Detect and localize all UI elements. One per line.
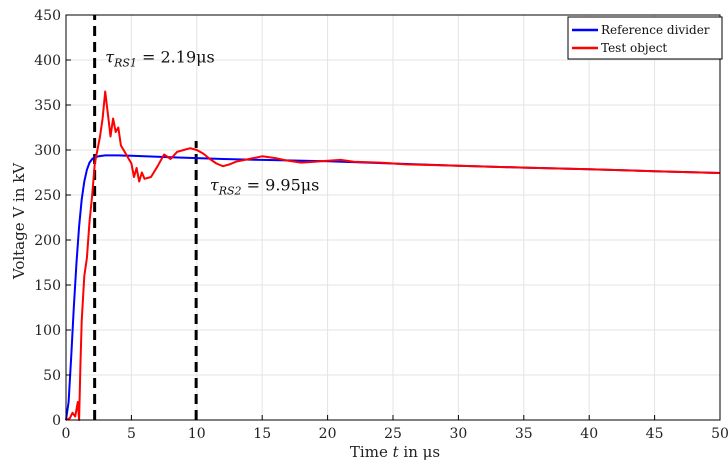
x-axis-title-variable: t [393, 443, 400, 461]
legend-label-reference-divider: Reference divider [601, 23, 710, 37]
y-tick-label: 50 [43, 368, 61, 384]
x-tick-label: 35 [515, 426, 533, 442]
x-tick-label: 25 [384, 426, 402, 442]
y-tick-label: 150 [34, 278, 61, 294]
y-tick-label: 400 [34, 53, 61, 69]
series-line-test-object [65, 90, 721, 421]
y-tick-label: 250 [34, 188, 61, 204]
x-tick-label: 0 [62, 426, 71, 442]
x-tick-label: 30 [449, 426, 467, 442]
x-axis-title-prefix: Time [350, 443, 393, 461]
x-tick-label: 40 [580, 426, 598, 442]
x-axis-title-suffix: in μs [399, 443, 440, 461]
y-tick-label: 450 [34, 8, 61, 24]
y-axis-ticks: 0 50 100 150 200 250 300 350 400 450 [34, 8, 71, 429]
x-tick-label: 15 [253, 426, 271, 442]
x-tick-label: 45 [646, 426, 664, 442]
marker-label-1: τRS1 = 2.19μs [105, 48, 214, 70]
y-tick-label: 0 [52, 413, 61, 429]
y-tick-label: 100 [34, 323, 61, 339]
y-tick-label: 200 [34, 233, 61, 249]
legend-label-test-object: Test object [601, 41, 667, 55]
marker-label-2: τRS2 = 9.95μs [210, 176, 320, 198]
x-tick-label: 50 [711, 426, 728, 442]
data-series [65, 90, 721, 421]
legend-box [567, 16, 723, 60]
x-tick-label: 20 [319, 426, 337, 442]
x-tick-label: 10 [188, 426, 206, 442]
x-axis-ticks: 0 5 10 15 20 25 30 35 40 45 50 [62, 415, 728, 442]
annotations: τRS1 = 2.19μs τRS2 = 9.95μs [105, 48, 319, 198]
legend: Reference divider Test object [567, 16, 723, 60]
marker-lines [93, 15, 198, 420]
x-tick-label: 5 [127, 426, 136, 442]
y-tick-label: 300 [34, 143, 61, 159]
x-axis-title: Time t in μs [350, 443, 440, 461]
y-tick-label: 350 [34, 98, 61, 114]
y-axis-title: Voltage V in kV [10, 162, 28, 280]
